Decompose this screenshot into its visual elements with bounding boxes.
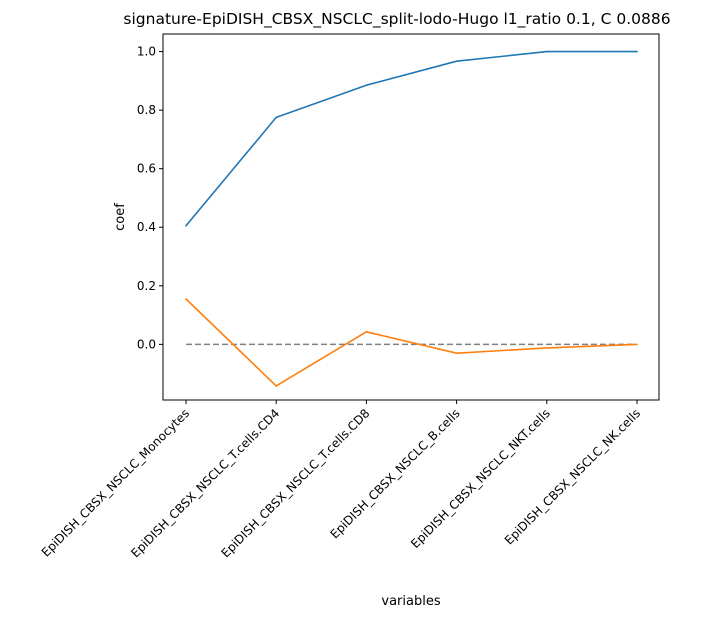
series-2-point-2 <box>365 330 368 333</box>
series-2-point-4 <box>546 347 548 349</box>
series-1-point-5 <box>636 50 638 53</box>
series-2-point-3 <box>455 352 458 354</box>
y-tick-label-0: 0.0 <box>137 337 156 351</box>
series-layer <box>185 50 638 387</box>
series-2-point-0 <box>185 298 187 300</box>
x-tick-label-1: EpiDISH_CBSX_NSCLC_T.cells.CD4 <box>128 406 282 560</box>
x-axis: EpiDISH_CBSX_NSCLC_MonocytesEpiDISH_CBSX… <box>39 400 643 560</box>
series-line-2 <box>185 298 638 387</box>
series-line-1 <box>185 50 637 227</box>
series-1-point-4 <box>546 50 548 53</box>
x-tick-label-2: EpiDISH_CBSX_NSCLC_T.cells.CD8 <box>218 406 372 560</box>
chart-title: signature-EpiDISH_CBSX_NSCLC_split-lodo-… <box>123 10 670 29</box>
series-1-point-3 <box>455 60 458 63</box>
series-1-point-0 <box>185 224 187 227</box>
series-1-point-2 <box>365 84 368 87</box>
y-tick-label-5: 1.0 <box>137 45 156 59</box>
series-2-point-1 <box>275 385 278 387</box>
y-tick-label-1: 0.2 <box>137 279 156 293</box>
y-axis: 0.0 0.2 0.4 0.6 0.8 1.0 <box>137 45 163 351</box>
y-tick-label-3: 0.6 <box>137 162 156 176</box>
series-2-point-5 <box>636 343 638 346</box>
y-axis-title: coef <box>113 203 128 231</box>
y-tick-label-4: 0.8 <box>137 103 156 117</box>
plot-area <box>162 33 660 401</box>
x-axis-title: variables <box>381 594 440 609</box>
y-tick-label-2: 0.4 <box>137 220 156 234</box>
x-tick-label-0: EpiDISH_CBSX_NSCLC_Monocytes <box>39 406 192 559</box>
series-1-point-1 <box>275 116 278 119</box>
